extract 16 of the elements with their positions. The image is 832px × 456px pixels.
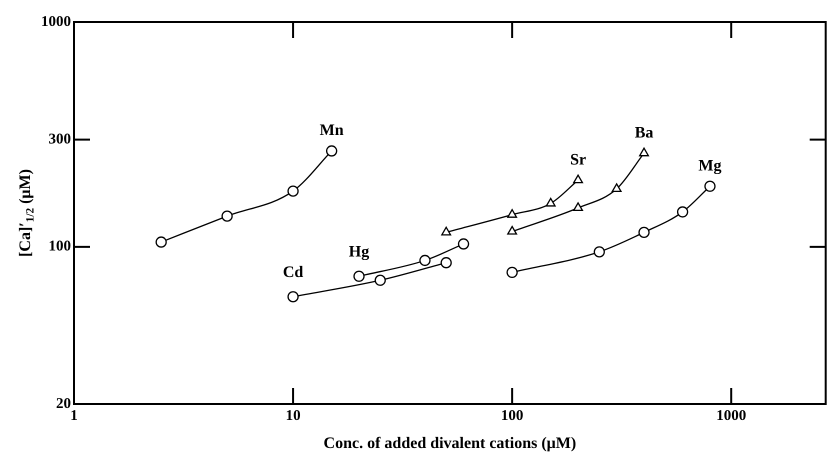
y-axis-title: [Ca]′1/2 (μM): [17, 169, 37, 257]
y-tick-label: 20: [56, 396, 71, 412]
y-tick-label: 1000: [41, 14, 71, 30]
y-tick-label: 100: [48, 238, 71, 255]
x-tick-label: 1000: [716, 408, 746, 424]
x-tick-label: 100: [500, 408, 524, 424]
series-label: Sr: [570, 151, 586, 168]
x-axis-title: Conc. of added divalent cations (μM): [324, 435, 576, 452]
series-label: Cd: [282, 264, 304, 281]
x-tick-label: 10: [286, 408, 301, 424]
series-label: Mn: [320, 122, 344, 140]
series-label: Mg: [698, 157, 722, 174]
y-tick-label: 300: [48, 131, 71, 148]
series-label: Hg: [348, 243, 370, 260]
series-label: Ba: [634, 124, 654, 142]
x-tick-label: 1: [70, 408, 78, 424]
